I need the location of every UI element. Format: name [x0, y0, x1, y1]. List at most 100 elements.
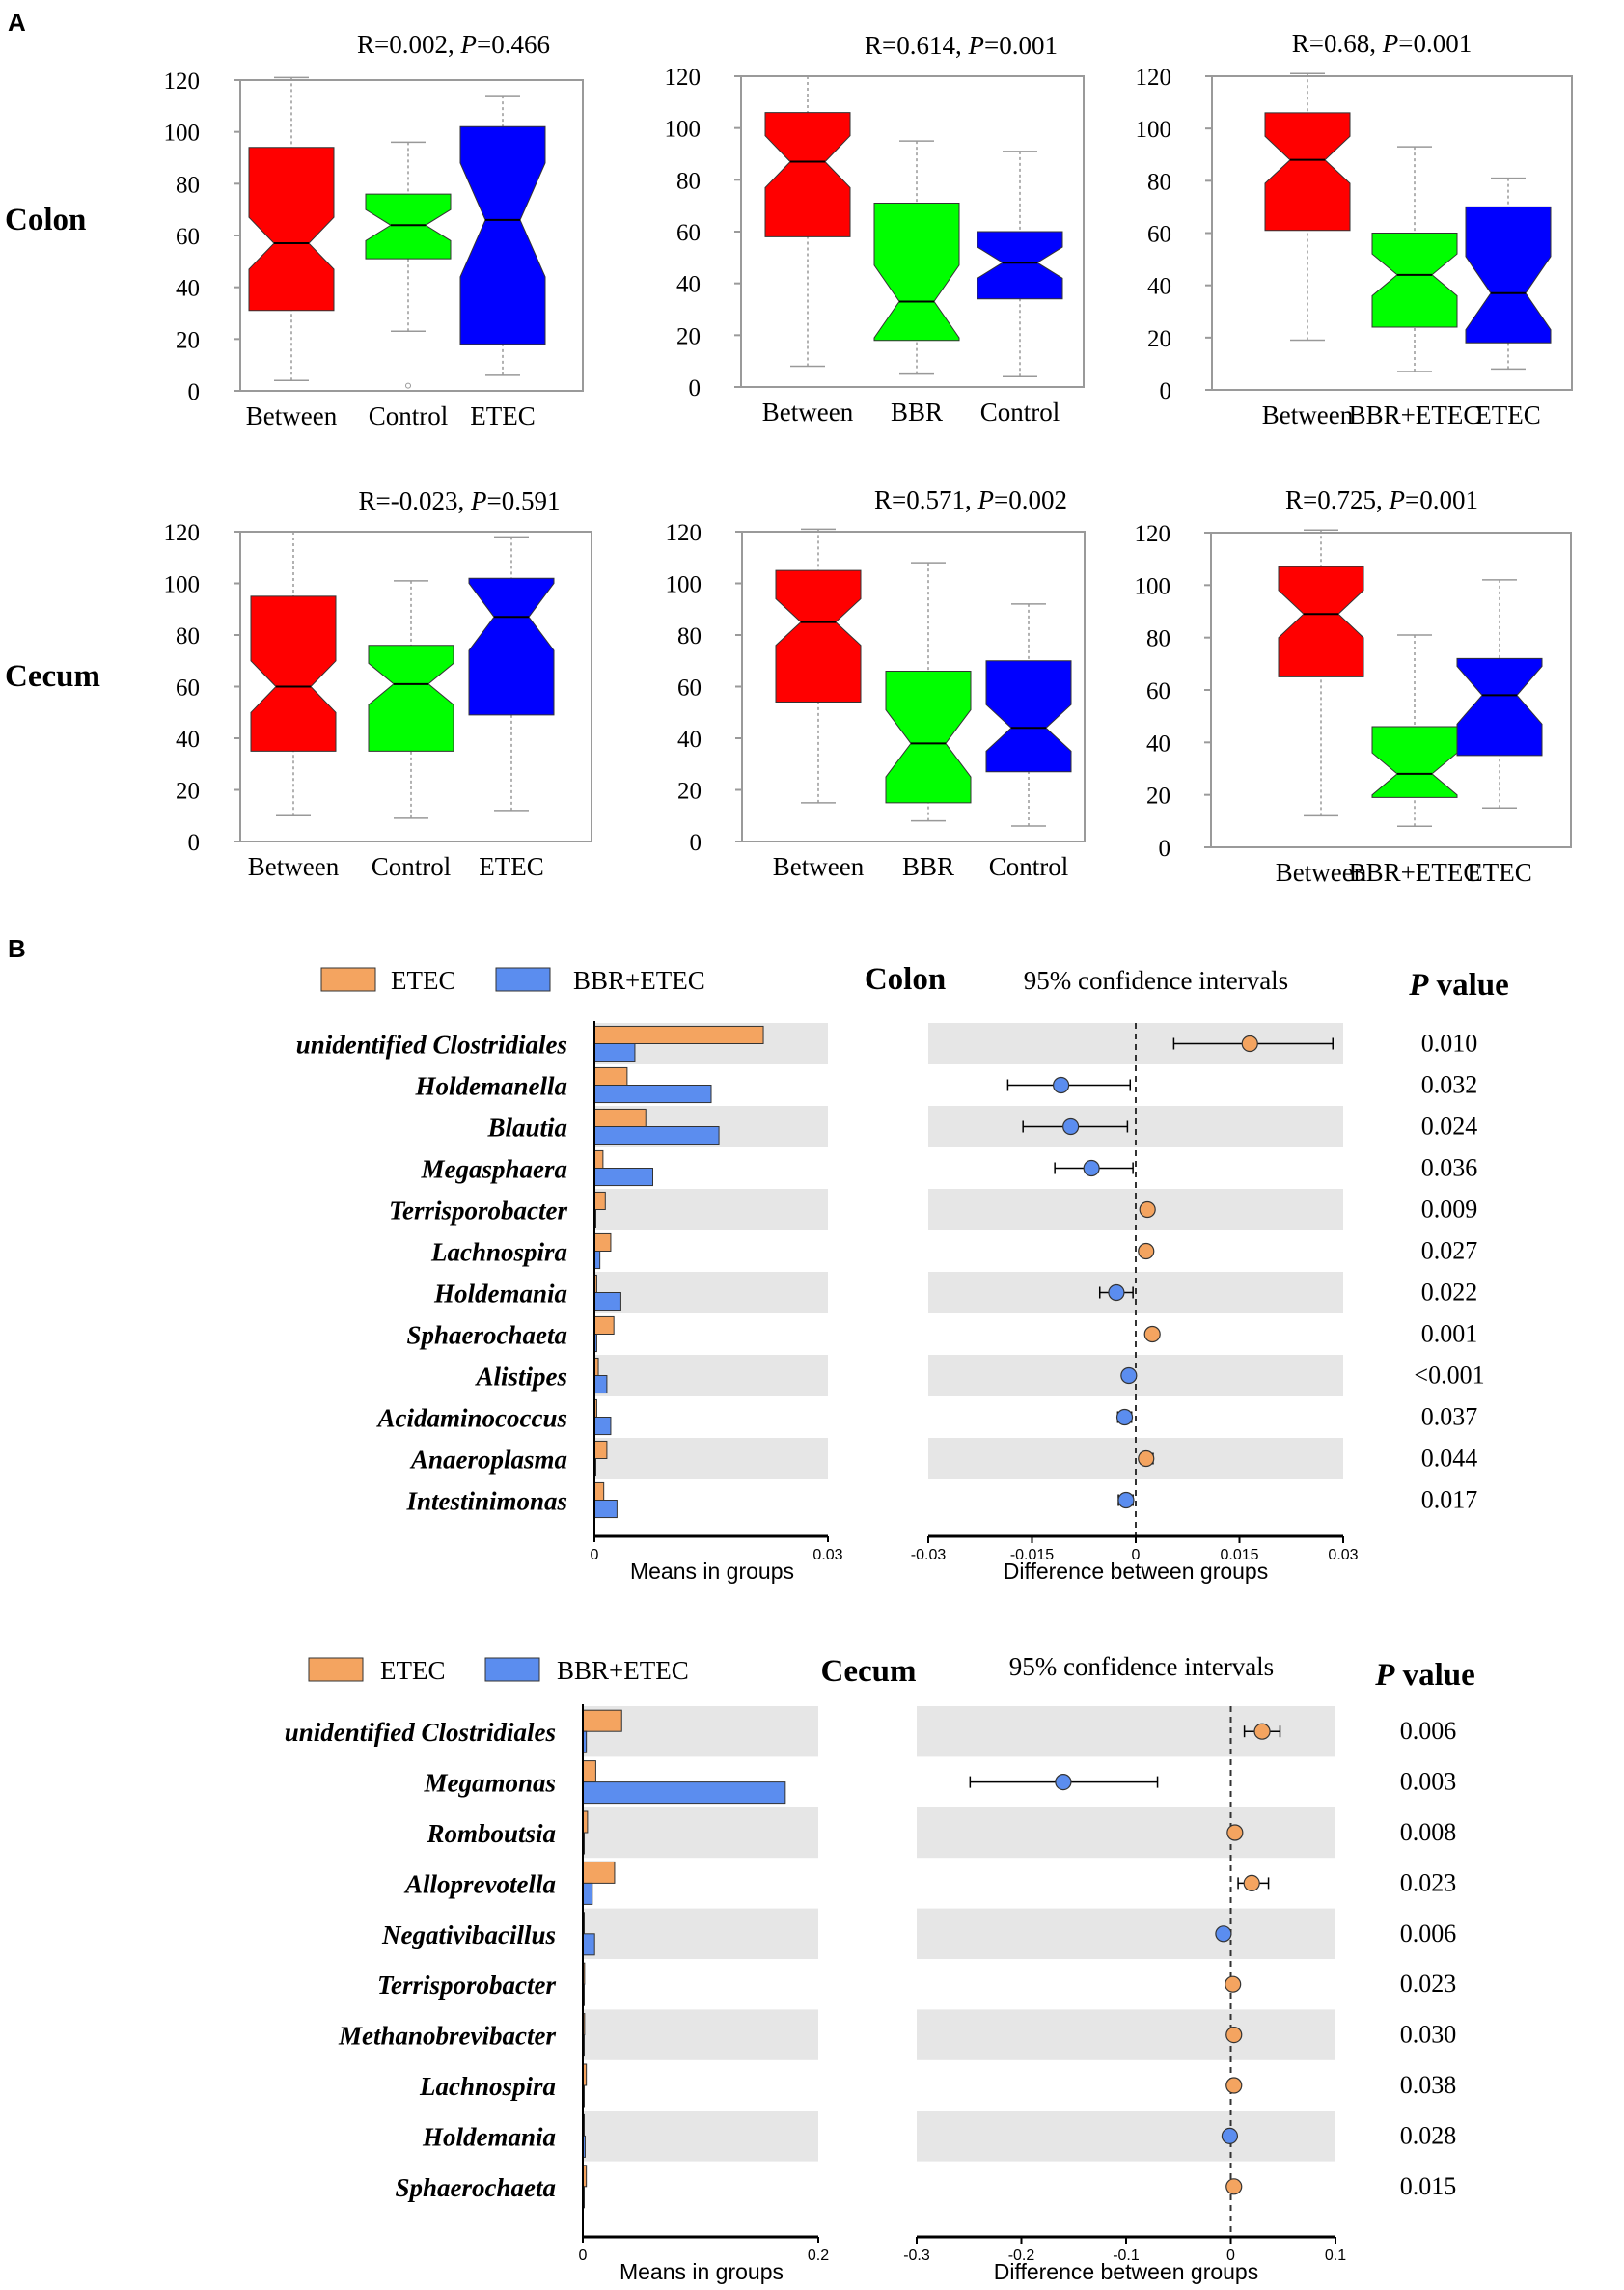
p-value: 0.044	[1421, 1445, 1478, 1473]
taxon-row: Lachnospira 0.038	[419, 2063, 1456, 2108]
y-tick-label: 120	[164, 520, 201, 546]
diff-x-tick-label: -0.3	[903, 2248, 930, 2264]
taxon-row: Sphaerochaeta 0.001	[406, 1315, 1477, 1353]
taxon-row: Holdemania 0.022	[433, 1274, 1478, 1311]
diff-point	[1138, 1242, 1155, 1260]
row-label-cecum: Cecum	[5, 659, 100, 694]
notched-box	[468, 577, 555, 716]
diff-x-tick-label: 0.015	[1220, 1547, 1258, 1563]
plot-title: R=-0.023, P=0.591	[359, 486, 561, 515]
title-p: P	[977, 485, 995, 514]
y-tick-label: 20	[176, 779, 200, 805]
bar-band	[594, 1272, 828, 1313]
diff-point	[1243, 1874, 1260, 1892]
x-category-label: BBR	[902, 852, 954, 881]
p-value-header-rest: value	[1428, 968, 1508, 1003]
diff-point	[1226, 1824, 1244, 1841]
y-tick-label: 20	[176, 327, 200, 353]
p-value: 0.023	[1400, 1868, 1457, 1896]
notched-box	[459, 125, 546, 345]
diff-point	[1215, 1925, 1232, 1943]
p-value: 0.010	[1421, 1030, 1478, 1058]
bar-x-tick-label: 0.03	[812, 1547, 842, 1563]
bar-x-axis-label: Means in groups	[619, 2259, 784, 2284]
p-value: 0.036	[1421, 1154, 1478, 1182]
notched-box	[775, 569, 862, 703]
diff-point	[1052, 1076, 1070, 1094]
y-tick-label: 100	[665, 117, 702, 143]
taxon-label: Sphaerochaeta	[395, 2173, 556, 2202]
x-category-label: Between	[762, 398, 854, 427]
diff-band	[917, 2009, 1335, 2060]
x-category-label: ETEC	[1475, 400, 1541, 429]
taxon-row: Lachnospira 0.027	[430, 1232, 1477, 1270]
notched-box	[365, 193, 452, 260]
diff-x-axis-label: Difference between groups	[994, 2259, 1258, 2284]
y-tick-label: 40	[176, 276, 200, 302]
bar-bbr-etec	[593, 1500, 618, 1519]
taxon-row: Anaeroplasma 0.044	[409, 1440, 1478, 1477]
taxon-row: unidentified Clostridiales 0.006	[285, 1709, 1457, 1753]
y-tick-label: 80	[176, 623, 200, 649]
outlier-point	[405, 382, 411, 389]
y-tick-label: 120	[665, 65, 702, 91]
y-tick-label: 0	[1159, 836, 1171, 862]
bar-etec	[593, 1232, 612, 1252]
notched-box	[1371, 233, 1458, 328]
taxon-row: Megasphaera 0.036	[420, 1149, 1478, 1187]
bar-x-tick-label: 0.2	[808, 2248, 829, 2264]
boxplot-cecum-bbretec-etec: R=0.725, P=0.001 0 20 40 60 80 100 120 BetweenBB…	[1135, 485, 1572, 887]
box-control	[985, 603, 1072, 827]
x-category-label: Between	[246, 401, 338, 430]
taxon-label: Megamonas	[423, 1769, 556, 1798]
diff-point	[1120, 1366, 1138, 1385]
taxon-row: Sphaerochaeta 0.015	[395, 2165, 1457, 2209]
bar-etec	[582, 1861, 616, 1884]
y-tick-label: 0	[188, 830, 201, 856]
extended-error-bar-plots: ETEC BBR+ETEC Colon 95% confidence interval…	[285, 962, 1509, 2284]
boxplot-cecum-control-etec: R=-0.023, P=0.591 0 20 40 60 80 100 120 Between C…	[164, 486, 592, 881]
taxon-row: Holdemania 0.028	[422, 2113, 1456, 2158]
taxon-label: Romboutsia	[426, 1819, 556, 1848]
y-tick-label: 40	[1147, 274, 1171, 300]
p-value: 0.032	[1421, 1071, 1478, 1099]
bar-x-tick-label: 0	[591, 1547, 599, 1563]
legend-swatch-bbr-etec	[484, 1657, 540, 1682]
diff-point	[1108, 1283, 1125, 1302]
x-category-label: Control	[980, 398, 1060, 427]
bar-etec	[593, 1108, 647, 1127]
x-category-label: BBR+ETEC	[1349, 858, 1481, 887]
x-category-label: ETEC	[470, 401, 536, 430]
p-value: 0.008	[1400, 1818, 1457, 1846]
bar-bbr-etec	[582, 1781, 786, 1805]
y-tick-label: 80	[1146, 626, 1170, 652]
y-tick-label: 100	[1136, 117, 1172, 143]
taxon-row: Alistipes <0.001	[474, 1357, 1485, 1394]
notched-box	[1465, 206, 1552, 344]
diff-x-tick-label: 0.03	[1328, 1547, 1358, 1563]
taxon-label: Sphaerochaeta	[406, 1321, 567, 1350]
notched-box	[1264, 112, 1351, 232]
title-r: R=0.68,	[1292, 29, 1383, 58]
y-tick-label: 40	[176, 727, 200, 753]
taxon-label: Holdemania	[422, 2122, 556, 2151]
p-value-header-p: P	[1374, 1658, 1395, 1693]
p-value: 0.022	[1421, 1279, 1478, 1307]
title-p: P	[968, 31, 985, 60]
p-value: 0.006	[1400, 1717, 1457, 1745]
box-etec	[1456, 579, 1543, 809]
p-value: 0.015	[1400, 2172, 1457, 2200]
legend-swatch-etec	[308, 1657, 364, 1682]
diff-x-tick-label: 0.1	[1325, 2248, 1346, 2264]
bar-bbr-etec	[593, 1085, 712, 1104]
y-tick-label: 60	[1146, 678, 1170, 704]
p-value-header-p: P	[1408, 968, 1429, 1003]
notched-box	[368, 645, 454, 752]
taxon-label: unidentified Clostridiales	[296, 1031, 567, 1060]
box-control	[368, 580, 454, 819]
taxon-label: Blautia	[486, 1114, 567, 1143]
p-value: 0.003	[1400, 1768, 1457, 1796]
diff-point	[1139, 1200, 1156, 1219]
plot-title: R=0.68, P=0.001	[1292, 29, 1472, 58]
